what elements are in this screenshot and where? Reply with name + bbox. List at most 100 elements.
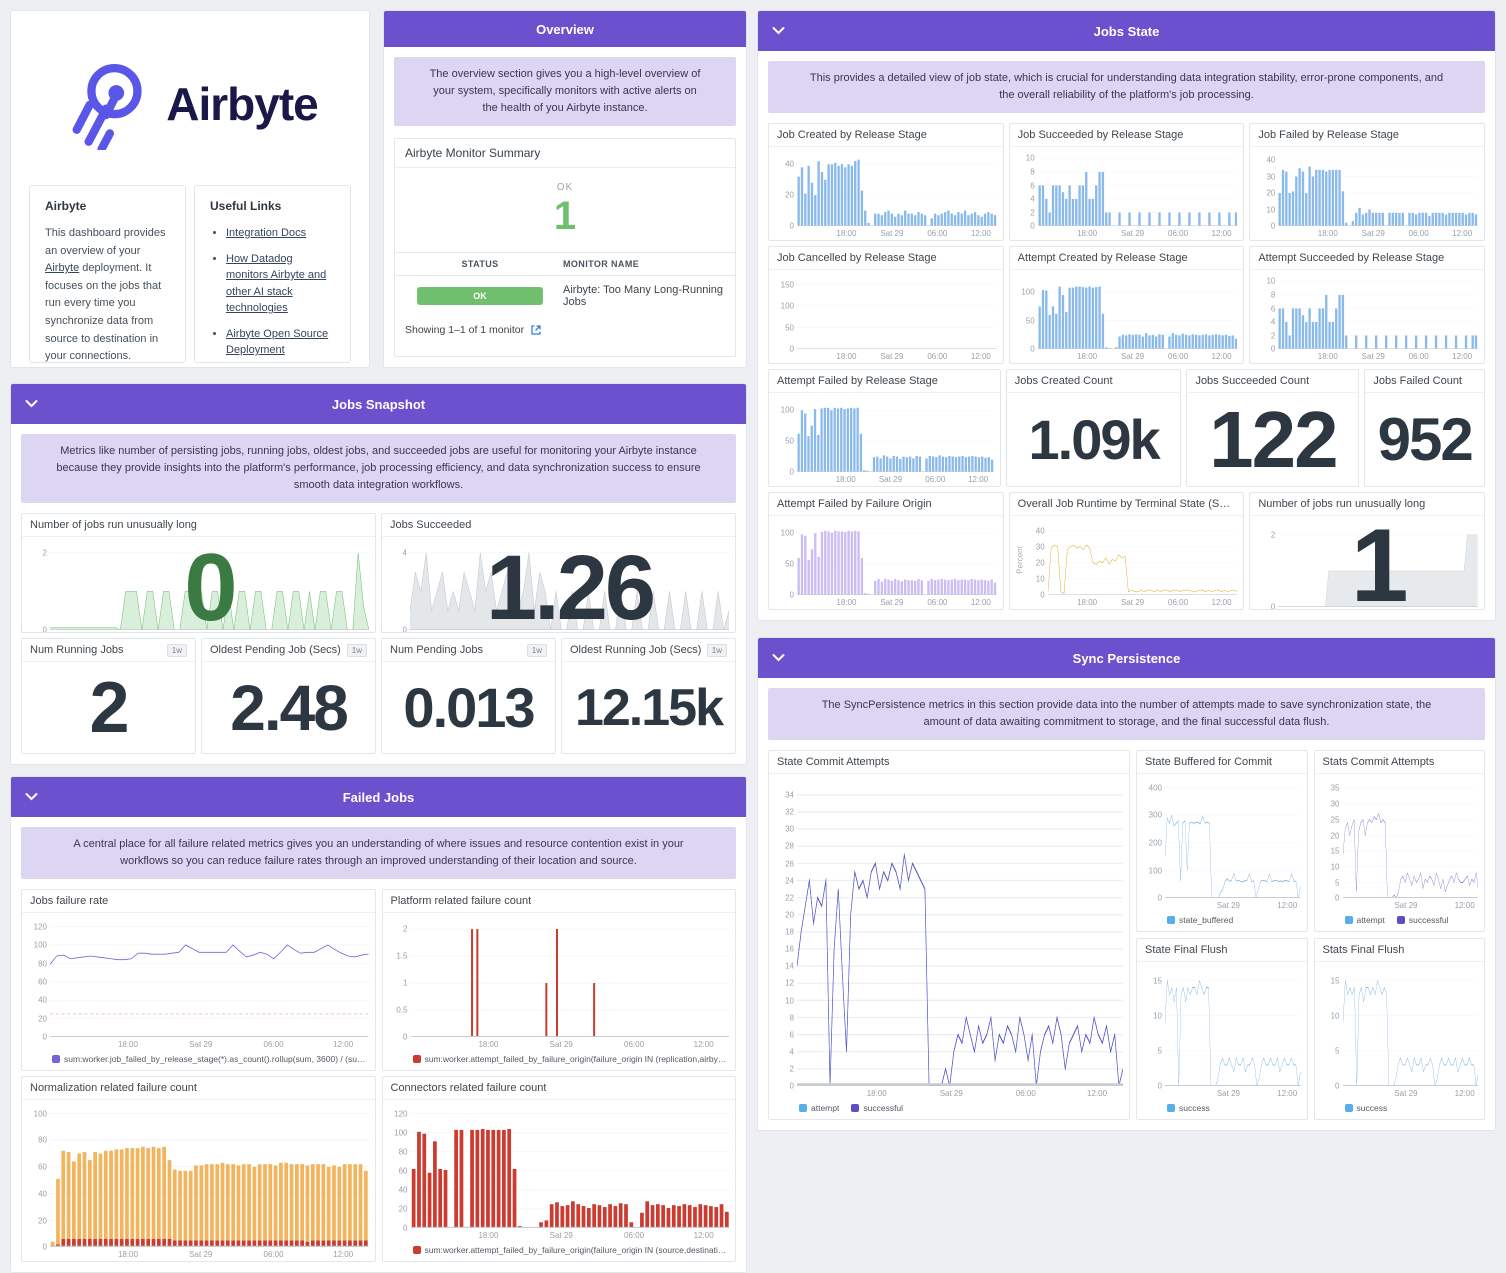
x-axis: Sat 29 12:00: [1167, 1088, 1301, 1100]
y-tick-label: 20: [1266, 188, 1276, 198]
legend-swatch-icon: [412, 1055, 421, 1064]
y-tick-label: 0: [1270, 344, 1276, 354]
collapse-chevron-icon[interactable]: [772, 654, 785, 663]
y-tick-label: 20: [398, 1204, 408, 1214]
y-tick-label: 0: [1157, 1081, 1162, 1091]
metric-value: 2: [89, 667, 129, 748]
x-axis: 18:00 Sat 29 06:00 12:00: [799, 351, 997, 363]
y-tick-label: 5: [1335, 1046, 1340, 1056]
chart-jobs-succeeded: Jobs Succeeded 0 4 1.26: [381, 513, 736, 634]
y-tick-label: 30: [785, 824, 794, 834]
collapse-chevron-icon[interactable]: [25, 793, 38, 802]
legend-swatch-icon: [412, 1246, 421, 1255]
chart-normalization-related-failure-count: Normalization related failure count 0 20 40…: [21, 1076, 376, 1263]
chart-title: Job Failed by Release Stage: [1258, 129, 1399, 142]
legend-item[interactable]: success: [1344, 1103, 1387, 1113]
y-tick-label: 8: [1030, 167, 1035, 177]
legend-item[interactable]: state_buffered: [1167, 915, 1233, 925]
x-tick-label: 18:00: [836, 229, 857, 239]
plot-area: [797, 155, 997, 227]
x-tick-label: 12:00: [1211, 229, 1232, 239]
x-tick-label: Sat 29: [880, 598, 904, 608]
metric-value: 2.48: [230, 671, 349, 744]
info-card-text: This dashboard provides an overview of y…: [45, 225, 170, 362]
y-tick-label: 15: [1330, 846, 1340, 856]
section-title: Jobs State: [1093, 23, 1160, 39]
x-tick-label: 06:00: [1015, 1089, 1036, 1099]
y-tick-label: 4: [1030, 194, 1035, 204]
x-tick-label: Sat 29: [1120, 598, 1145, 608]
y-tick-label: 32: [785, 807, 794, 817]
chart-title-row: Jobs Succeeded: [382, 514, 735, 538]
y-tick-label: 50: [785, 559, 794, 569]
useful-links-title: Useful Links: [210, 199, 282, 213]
metric-overlay-value: 1: [1350, 507, 1409, 611]
chart-body: 0 50 100 150: [769, 270, 1003, 354]
chart-title: Jobs Succeeded Count: [1195, 375, 1310, 388]
legend-label: sum:worker.attempt_failed_by_failure_ori…: [424, 1054, 728, 1065]
y-axis: 0 0.5 1 1.5 2: [385, 921, 411, 1042]
x-axis: 18:00 Sat 29 06:00 12:00: [1040, 351, 1238, 363]
plot-area: [50, 921, 369, 1038]
collapse-chevron-icon[interactable]: [772, 27, 785, 36]
y-tick-label: 2: [1270, 331, 1276, 341]
y-tick-label: 6: [1270, 304, 1276, 314]
legend-item[interactable]: sum:worker.attempt_failed_by_failure_ori…: [412, 1245, 727, 1255]
x-tick-label: 06:00: [263, 1040, 284, 1050]
y-tick-label: 4: [1270, 317, 1276, 327]
external-link-icon[interactable]: [530, 324, 542, 336]
datadog-monitors-link[interactable]: How Datadog monitors Airbyte and other A…: [226, 252, 327, 315]
overview-header: Overview: [384, 11, 746, 48]
collapse-chevron-icon[interactable]: [25, 400, 38, 409]
x-tick-label: 06:00: [624, 1231, 645, 1241]
x-axis: 18:00 Sat 29 06:00 12:00: [799, 1088, 1123, 1100]
x-tick-label: 06:00: [1168, 598, 1189, 608]
overview-note: The overview section gives you a high-le…: [394, 57, 736, 127]
legend-item[interactable]: attempt: [799, 1103, 839, 1113]
y-tick-label: 50: [785, 323, 794, 333]
monitor-table-row[interactable]: OK Airbyte: Too Many Long-Running Jobs: [395, 276, 735, 316]
section-title: Failed Jobs: [342, 789, 415, 805]
y-tick-label: 10: [1330, 862, 1340, 872]
sync-persistence-header: Sync Persistence: [758, 638, 1495, 679]
legend-item[interactable]: successful: [1396, 915, 1449, 925]
chart-title-row: Attempt Succeeded by Release Stage: [1250, 247, 1485, 271]
y-tick-label: 0: [789, 344, 794, 354]
y-tick-label: 20: [38, 1216, 47, 1226]
y-axis: 0 5 10 15: [1139, 970, 1165, 1090]
chart-body: 2: [22, 662, 195, 753]
y-tick-label: 30: [1266, 172, 1276, 182]
legend-item[interactable]: successful: [851, 1103, 903, 1113]
chart-title-row: Jobs failure rate: [22, 890, 375, 914]
chart-title: Jobs Succeeded: [390, 519, 472, 532]
chart-title-row: Job Cancelled by Release Stage: [769, 247, 1003, 271]
x-tick-label: 12:00: [1454, 901, 1475, 911]
chart-title-row: Stats Final Flush: [1314, 939, 1484, 963]
y-axis: 0 10 20 30 40 Percent: [1012, 524, 1048, 600]
y-tick-label: 20: [785, 910, 794, 920]
y-tick-label: 0: [42, 1242, 47, 1252]
legend-item[interactable]: success: [1167, 1103, 1210, 1113]
y-tick-label: 60: [38, 977, 47, 987]
integration-docs-link[interactable]: Integration Docs: [226, 227, 307, 239]
y-tick-label: 1.5: [396, 951, 408, 961]
legend-item[interactable]: sum:worker.attempt_failed_by_failure_ori…: [412, 1054, 728, 1065]
chart-title-row: State Commit Attempts: [769, 751, 1129, 775]
chart-job-succeeded-by-release-stage: Job Succeeded by Release Stage 0 2 4 6 8 10 18:…: [1008, 123, 1245, 242]
ok-monitor-count: 1: [553, 193, 577, 238]
x-axis: Sat 29 12:00: [1167, 900, 1301, 912]
legend-item[interactable]: attempt: [1344, 915, 1385, 925]
y-tick-label: 100: [780, 301, 794, 311]
y-tick-label: 0: [1270, 221, 1276, 231]
open-source-deployment-link[interactable]: Airbyte Open Source Deployment: [226, 327, 329, 357]
legend-item[interactable]: sum:worker.job_failed_by_release_stage(*…: [52, 1054, 367, 1064]
y-tick-label: 10: [1035, 574, 1045, 584]
jobs-snapshot-section: Jobs Snapshot Metrics like number of per…: [10, 383, 747, 766]
metric-num-pending-jobs: Num Pending Jobs 1w 0.013: [381, 638, 556, 755]
x-axis: Sat 29 12:00: [1345, 900, 1479, 912]
airbyte-link[interactable]: Airbyte: [45, 262, 80, 275]
chart-state-buffered-for-commit: State Buffered for Commit 0 100 200 300 400 Sa…: [1136, 750, 1308, 933]
chart-title: Job Created by Release Stage: [777, 129, 927, 142]
chart-attempt-failed-by-failure-origin: Attempt Failed by Failure Origin 0 50 100 18…: [768, 492, 1004, 611]
